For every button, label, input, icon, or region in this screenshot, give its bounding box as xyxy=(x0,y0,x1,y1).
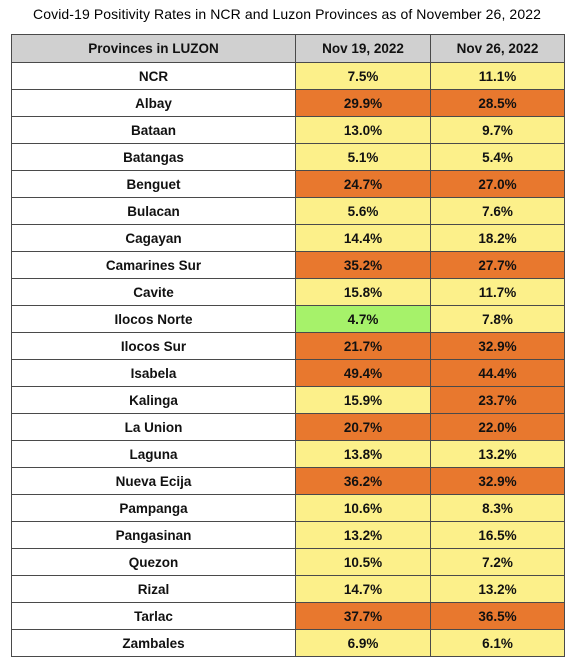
nov26-cell: 23.7% xyxy=(430,386,565,414)
table-row: Bulacan 5.6% 7.6% xyxy=(11,197,565,225)
table-row: Laguna 13.8% 13.2% xyxy=(11,440,565,468)
table-row: Pampanga 10.6% 8.3% xyxy=(11,494,565,522)
nov19-cell: 15.9% xyxy=(295,386,431,414)
nov19-cell: 29.9% xyxy=(295,89,431,117)
nov19-cell: 10.6% xyxy=(295,494,431,522)
table-body: NCR 7.5% 11.1% Albay 29.9% 28.5% Bataan 13.0% 9.… xyxy=(11,62,565,657)
nov26-cell: 7.2% xyxy=(430,548,565,576)
table-row: Kalinga 15.9% 23.7% xyxy=(11,386,565,414)
table-row: Pangasinan 13.2% 16.5% xyxy=(11,521,565,549)
province-cell: Kalinga xyxy=(11,386,296,414)
nov19-cell: 14.7% xyxy=(295,575,431,603)
nov26-cell: 11.7% xyxy=(430,278,565,306)
chart-title: Covid-19 Positivity Rates in NCR and Luz… xyxy=(33,6,541,22)
province-cell: Laguna xyxy=(11,440,296,468)
table-row: NCR 7.5% 11.1% xyxy=(11,62,565,90)
table-row: Batangas 5.1% 5.4% xyxy=(11,143,565,171)
column-header-province: Provinces in LUZON xyxy=(11,34,296,63)
province-cell: Bataan xyxy=(11,116,296,144)
province-cell: NCR xyxy=(11,62,296,90)
province-cell: Isabela xyxy=(11,359,296,387)
nov26-cell: 28.5% xyxy=(430,89,565,117)
nov19-cell: 36.2% xyxy=(295,467,431,495)
province-cell: Cagayan xyxy=(11,224,296,252)
header-row: Provinces in LUZON Nov 19, 2022 Nov 26, … xyxy=(11,34,565,63)
province-cell: Ilocos Sur xyxy=(11,332,296,360)
nov19-cell: 5.6% xyxy=(295,197,431,225)
nov26-cell: 8.3% xyxy=(430,494,565,522)
table-row: Camarines Sur 35.2% 27.7% xyxy=(11,251,565,279)
nov19-cell: 20.7% xyxy=(295,413,431,441)
province-cell: Quezon xyxy=(11,548,296,576)
nov19-cell: 6.9% xyxy=(295,629,431,657)
table-row: Isabela 49.4% 44.4% xyxy=(11,359,565,387)
province-cell: Pampanga xyxy=(11,494,296,522)
nov19-cell: 5.1% xyxy=(295,143,431,171)
nov19-cell: 7.5% xyxy=(295,62,431,90)
province-cell: Nueva Ecija xyxy=(11,467,296,495)
nov19-cell: 13.8% xyxy=(295,440,431,468)
table-row: La Union 20.7% 22.0% xyxy=(11,413,565,441)
province-cell: Cavite xyxy=(11,278,296,306)
province-cell: Ilocos Norte xyxy=(11,305,296,333)
province-cell: Rizal xyxy=(11,575,296,603)
province-cell: Tarlac xyxy=(11,602,296,630)
table-row: Ilocos Sur 21.7% 32.9% xyxy=(11,332,565,360)
table-row: Zambales 6.9% 6.1% xyxy=(11,629,565,657)
nov26-cell: 7.6% xyxy=(430,197,565,225)
nov26-cell: 13.2% xyxy=(430,575,565,603)
province-cell: La Union xyxy=(11,413,296,441)
nov26-cell: 18.2% xyxy=(430,224,565,252)
table-row: Quezon 10.5% 7.2% xyxy=(11,548,565,576)
table-row: Ilocos Norte 4.7% 7.8% xyxy=(11,305,565,333)
province-cell: Camarines Sur xyxy=(11,251,296,279)
nov26-cell: 7.8% xyxy=(430,305,565,333)
nov19-cell: 24.7% xyxy=(295,170,431,198)
column-header-nov19: Nov 19, 2022 xyxy=(295,34,431,63)
nov26-cell: 11.1% xyxy=(430,62,565,90)
nov26-cell: 22.0% xyxy=(430,413,565,441)
nov26-cell: 5.4% xyxy=(430,143,565,171)
nov26-cell: 44.4% xyxy=(430,359,565,387)
nov26-cell: 13.2% xyxy=(430,440,565,468)
nov26-cell: 27.0% xyxy=(430,170,565,198)
nov19-cell: 37.7% xyxy=(295,602,431,630)
nov26-cell: 6.1% xyxy=(430,629,565,657)
table-row: Rizal 14.7% 13.2% xyxy=(11,575,565,603)
province-cell: Albay xyxy=(11,89,296,117)
province-cell: Pangasinan xyxy=(11,521,296,549)
province-cell: Zambales xyxy=(11,629,296,657)
nov19-cell: 35.2% xyxy=(295,251,431,279)
nov26-cell: 27.7% xyxy=(430,251,565,279)
column-header-nov26: Nov 26, 2022 xyxy=(430,34,565,63)
province-cell: Benguet xyxy=(11,170,296,198)
table-row: Tarlac 37.7% 36.5% xyxy=(11,602,565,630)
nov19-cell: 15.8% xyxy=(295,278,431,306)
table-row: Albay 29.9% 28.5% xyxy=(11,89,565,117)
nov19-cell: 14.4% xyxy=(295,224,431,252)
nov26-cell: 16.5% xyxy=(430,521,565,549)
nov26-cell: 9.7% xyxy=(430,116,565,144)
table-row: Nueva Ecija 36.2% 32.9% xyxy=(11,467,565,495)
table-row: Benguet 24.7% 27.0% xyxy=(11,170,565,198)
table-row: Cavite 15.8% 11.7% xyxy=(11,278,565,306)
province-cell: Batangas xyxy=(11,143,296,171)
nov19-cell: 13.2% xyxy=(295,521,431,549)
nov19-cell: 49.4% xyxy=(295,359,431,387)
nov26-cell: 32.9% xyxy=(430,467,565,495)
table-row: Bataan 13.0% 9.7% xyxy=(11,116,565,144)
nov19-cell: 13.0% xyxy=(295,116,431,144)
nov19-cell: 4.7% xyxy=(295,305,431,333)
nov26-cell: 32.9% xyxy=(430,332,565,360)
nov19-cell: 10.5% xyxy=(295,548,431,576)
table-row: Cagayan 14.4% 18.2% xyxy=(11,224,565,252)
nov26-cell: 36.5% xyxy=(430,602,565,630)
positivity-table: Provinces in LUZON Nov 19, 2022 Nov 26, … xyxy=(11,34,565,657)
province-cell: Bulacan xyxy=(11,197,296,225)
nov19-cell: 21.7% xyxy=(295,332,431,360)
